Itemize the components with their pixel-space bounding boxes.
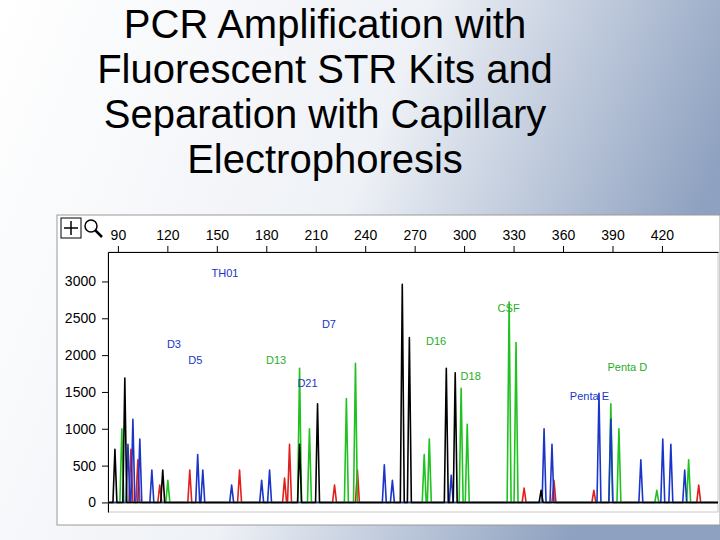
y-tick: 2500 xyxy=(65,310,108,326)
locus-label: D18 xyxy=(461,370,481,382)
y-axis: 0 500 1000 1500 2000 2500 3000 xyxy=(65,253,109,513)
x-tick-label: 180 xyxy=(255,227,279,243)
title-line: Fluorescent STR Kits and xyxy=(97,47,553,91)
title-line: Electrophoresis xyxy=(187,137,463,181)
panel xyxy=(57,215,720,525)
x-tick-label: 300 xyxy=(453,227,477,243)
slide: PCR Amplification withFluorescent STR Ki… xyxy=(0,0,720,540)
x-tick-mark xyxy=(514,246,515,252)
locus-label: TH01 xyxy=(212,267,239,279)
x-tick-mark xyxy=(266,246,267,252)
x-tick-mark xyxy=(217,246,218,252)
y-tick-mark xyxy=(102,281,108,282)
locus-label: D13 xyxy=(266,354,286,366)
x-tick: 120 xyxy=(156,227,180,252)
x-tick-label: 240 xyxy=(354,227,378,243)
x-tick-label: 360 xyxy=(552,227,576,243)
x-tick-mark xyxy=(118,246,119,252)
trace xyxy=(108,393,718,502)
title: PCR Amplification withFluorescent STR Ki… xyxy=(97,2,553,181)
x-tick: 150 xyxy=(206,227,230,252)
y-tick-label: 2000 xyxy=(65,347,96,363)
x-tick: 240 xyxy=(354,227,378,252)
x-tick: 300 xyxy=(453,227,477,252)
x-tick-label: 420 xyxy=(651,227,675,243)
y-tick-label: 3000 xyxy=(65,273,96,289)
y-tick: 1000 xyxy=(65,421,108,437)
locus-label: Penta E xyxy=(570,390,609,402)
y-tick-mark xyxy=(102,392,108,393)
x-tick: 360 xyxy=(552,227,576,252)
x-tick: 270 xyxy=(403,227,427,252)
locus-label: Penta D xyxy=(607,361,647,373)
y-tick-mark xyxy=(102,502,108,503)
locus-label: D3 xyxy=(167,338,181,350)
x-tick-mark xyxy=(316,246,317,252)
x-tick-label: 150 xyxy=(206,227,230,243)
y-tick: 0 xyxy=(88,494,108,510)
traces xyxy=(108,284,718,502)
x-tick: 420 xyxy=(651,227,675,252)
title-line: PCR Amplification with xyxy=(124,2,526,46)
locus-label: D5 xyxy=(188,354,202,366)
x-tick: 210 xyxy=(305,227,329,252)
magnifier-handle[interactable] xyxy=(95,230,102,237)
title-line: Separation with Capillary xyxy=(104,92,546,136)
y-tick: 2000 xyxy=(65,347,108,363)
y-tick-mark xyxy=(102,355,108,356)
x-tick-label: 210 xyxy=(305,227,329,243)
y-tick-label: 2500 xyxy=(65,310,96,326)
y-tick-label: 1500 xyxy=(65,384,96,400)
trace xyxy=(108,284,718,502)
y-tick-mark xyxy=(102,466,108,467)
x-tick-mark xyxy=(662,246,663,252)
x-axis-line xyxy=(109,252,719,253)
x-tick: 90 xyxy=(111,227,127,252)
y-tick-label: 0 xyxy=(88,494,96,510)
x-tick: 330 xyxy=(502,227,526,252)
y-tick: 1500 xyxy=(65,384,108,400)
x-tick: 180 xyxy=(255,227,279,252)
x-tick-label: 90 xyxy=(111,227,127,243)
y-tick-label: 500 xyxy=(73,458,97,474)
x-tick-mark xyxy=(365,246,366,252)
x-tick-label: 120 xyxy=(156,227,180,243)
trace xyxy=(108,302,718,502)
y-axis-line xyxy=(108,253,109,513)
background xyxy=(0,0,720,540)
plus-icon[interactable] xyxy=(64,221,78,235)
y-tick-label: 1000 xyxy=(65,421,96,437)
x-tick-mark xyxy=(563,246,564,252)
x-tick-label: 330 xyxy=(502,227,526,243)
zoom-button[interactable] xyxy=(61,218,81,238)
y-tick-mark xyxy=(102,318,108,319)
x-tick-mark xyxy=(415,246,416,252)
y-tick: 3000 xyxy=(65,273,108,289)
y-tick-mark xyxy=(102,429,108,430)
locus-label: D16 xyxy=(426,335,446,347)
locus-labels: TH01 CSF D7 D3 D16 D5 D13 D21 D18 Penta D Penta E xyxy=(167,267,647,402)
locus-label: D21 xyxy=(297,377,317,389)
locus-label: CSF xyxy=(498,302,520,314)
x-tick-mark xyxy=(464,246,465,252)
x-axis: 90 120 150 180 210 240 270 300 330 360 390 420 xyxy=(109,227,719,253)
x-tick-label: 270 xyxy=(403,227,427,243)
locus-label: D7 xyxy=(322,318,336,330)
x-tick: 390 xyxy=(601,227,625,252)
toolbar[interactable] xyxy=(61,218,102,238)
x-tick-label: 390 xyxy=(601,227,625,243)
y-tick: 500 xyxy=(73,458,108,474)
x-tick-mark xyxy=(167,246,168,252)
plot-area xyxy=(108,252,718,512)
x-tick-mark xyxy=(612,246,613,252)
